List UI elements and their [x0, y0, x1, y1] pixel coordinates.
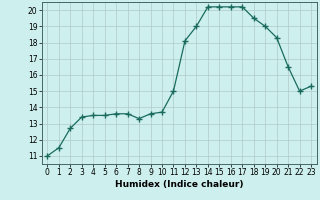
X-axis label: Humidex (Indice chaleur): Humidex (Indice chaleur): [115, 180, 244, 189]
